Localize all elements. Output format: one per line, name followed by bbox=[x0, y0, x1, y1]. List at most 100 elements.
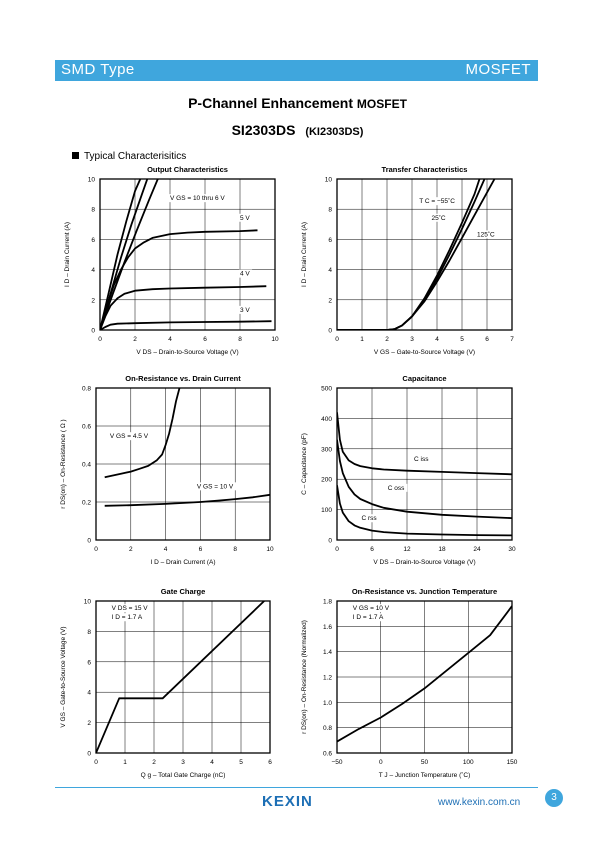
y-axis-label: C – Capacitance (pF) bbox=[301, 433, 308, 495]
y-tick-label: 0.6 bbox=[82, 424, 91, 431]
y-tick-label: 0.8 bbox=[323, 725, 332, 732]
header-banner: SMD Type MOSFET bbox=[55, 60, 538, 81]
x-tick-label: 30 bbox=[508, 546, 516, 553]
y-axis-label: r DS(on) – On-Resistance ( Ω ) bbox=[60, 419, 67, 508]
bullet-square-icon bbox=[72, 152, 79, 159]
plot-frame bbox=[95, 600, 271, 754]
device-type: MOSFET bbox=[465, 61, 531, 78]
x-tick-label: 0 bbox=[379, 759, 383, 766]
annotation-bg bbox=[110, 604, 154, 613]
series-line bbox=[337, 485, 512, 537]
annotation-bg bbox=[351, 613, 395, 622]
chart-title: On-Resistance vs. Junction Temperature bbox=[352, 587, 497, 596]
x-tick-label: 6 bbox=[485, 336, 489, 343]
x-axis-label: V GS – Gate-to-Source Voltage (V) bbox=[374, 349, 475, 356]
x-tick-label: 18 bbox=[438, 546, 446, 553]
annotation-label: C oss bbox=[388, 485, 405, 492]
x-tick-label: 4 bbox=[435, 336, 439, 343]
x-tick-label: 6 bbox=[199, 546, 203, 553]
chart-title: Output Characteristics bbox=[147, 165, 228, 174]
x-tick-label: 8 bbox=[233, 546, 237, 553]
x-tick-label: −50 bbox=[331, 759, 342, 766]
y-tick-label: 4 bbox=[328, 267, 332, 274]
series-line bbox=[104, 388, 181, 479]
x-tick-label: 12 bbox=[403, 546, 411, 553]
series-line bbox=[337, 605, 512, 743]
page-number: 3 bbox=[545, 789, 563, 807]
x-tick-label: 3 bbox=[410, 336, 414, 343]
y-tick-label: 2 bbox=[87, 720, 91, 727]
annotation-label: I D = 1.7 A bbox=[353, 614, 384, 621]
y-tick-label: 10 bbox=[88, 177, 96, 184]
annotation-bg bbox=[110, 613, 154, 622]
annotation-bg bbox=[239, 213, 253, 222]
y-tick-label: 2 bbox=[328, 297, 332, 304]
annotation-bg bbox=[239, 305, 253, 314]
annotation-bg bbox=[169, 194, 238, 203]
x-tick-label: 7 bbox=[510, 336, 514, 343]
y-tick-label: 500 bbox=[321, 386, 332, 393]
x-tick-label: 6 bbox=[268, 759, 272, 766]
annotation-bg bbox=[108, 432, 156, 441]
y-tick-label: 0.8 bbox=[82, 386, 91, 393]
y-tick-label: 6 bbox=[328, 237, 332, 244]
part-number-main: SI2303DS bbox=[231, 122, 296, 138]
y-tick-label: 0 bbox=[91, 328, 95, 335]
y-tick-label: 8 bbox=[91, 207, 95, 214]
title-suffix: MOSFET bbox=[356, 97, 407, 111]
y-axis-label: V GS – Gate-to-Source Voltage (V) bbox=[60, 626, 67, 727]
plot-frame bbox=[95, 387, 271, 541]
y-tick-label: 100 bbox=[321, 507, 332, 514]
x-tick-label: 10 bbox=[271, 336, 279, 343]
x-tick-label: 6 bbox=[370, 546, 374, 553]
y-tick-label: 8 bbox=[87, 629, 91, 636]
y-tick-label: 10 bbox=[325, 177, 333, 184]
annotation-bg bbox=[360, 514, 381, 523]
y-tick-label: 1.8 bbox=[323, 599, 332, 606]
chart-title: On-Resistance vs. Drain Current bbox=[125, 374, 241, 383]
plot-frame bbox=[336, 387, 513, 541]
annotation-label: V GS = 10 thru 6 V bbox=[170, 195, 225, 202]
annotation-label: 5 V bbox=[240, 215, 250, 222]
kexin-logo: KEXIN bbox=[262, 793, 313, 810]
y-tick-label: 1.6 bbox=[323, 624, 332, 631]
footer-divider bbox=[55, 787, 538, 788]
plot-frame bbox=[99, 178, 276, 331]
annotation-bg bbox=[476, 230, 497, 239]
product-type: SMD Type bbox=[61, 61, 135, 78]
y-tick-label: 200 bbox=[321, 477, 332, 484]
series-line bbox=[100, 179, 142, 330]
part-number-alt: (KI2303DS) bbox=[305, 126, 364, 138]
x-tick-label: 5 bbox=[460, 336, 464, 343]
website-link[interactable]: www.kexin.com.cn bbox=[438, 797, 521, 808]
series-line bbox=[96, 601, 265, 753]
annotation-bg bbox=[239, 269, 253, 278]
y-tick-label: 4 bbox=[91, 267, 95, 274]
y-tick-label: 0 bbox=[328, 328, 332, 335]
x-tick-label: 0 bbox=[94, 759, 98, 766]
x-tick-label: 10 bbox=[266, 546, 274, 553]
x-tick-label: 1 bbox=[123, 759, 127, 766]
annotation-label: 125˚C bbox=[477, 230, 495, 238]
annotation-bg bbox=[430, 213, 448, 222]
x-tick-label: 5 bbox=[239, 759, 243, 766]
annotation-label: T C = −55˚C bbox=[419, 197, 455, 205]
y-tick-label: 6 bbox=[87, 659, 91, 666]
part-number: SI2303DS (KI2303DS) bbox=[0, 122, 595, 138]
annotation-bg bbox=[413, 454, 434, 463]
x-tick-label: 4 bbox=[168, 336, 172, 343]
y-tick-label: 2 bbox=[91, 297, 95, 304]
x-axis-label: V DS – Drain-to-Source Voltage (V) bbox=[373, 559, 475, 566]
y-tick-label: 1.0 bbox=[323, 700, 332, 707]
y-tick-label: 1.2 bbox=[323, 675, 332, 682]
x-tick-label: 50 bbox=[421, 759, 429, 766]
x-tick-label: 4 bbox=[210, 759, 214, 766]
x-tick-label: 8 bbox=[238, 336, 242, 343]
y-tick-label: 0.6 bbox=[323, 751, 332, 758]
section-label: Typical Characterisitics bbox=[84, 151, 187, 162]
y-tick-label: 4 bbox=[87, 690, 91, 697]
chart-title: Capacitance bbox=[402, 374, 446, 383]
x-tick-label: 0 bbox=[98, 336, 102, 343]
x-axis-label: I D – Drain Current (A) bbox=[150, 559, 215, 566]
